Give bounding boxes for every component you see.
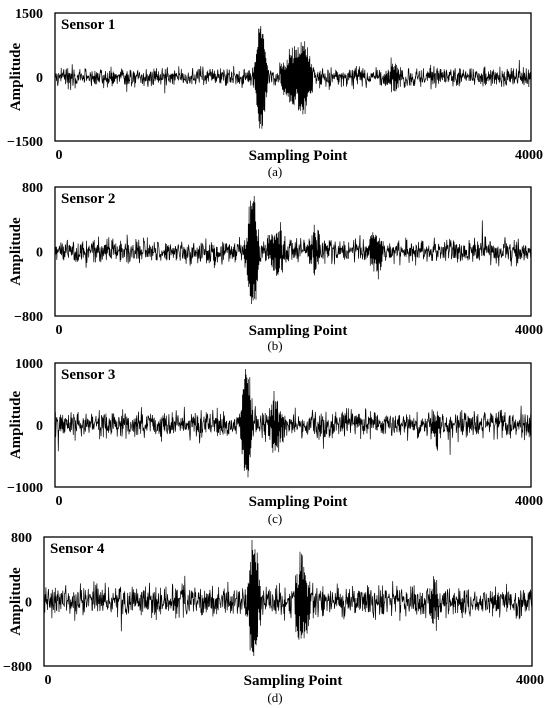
y-tick-label: −800 [3,660,32,675]
panel-caption: (d) [267,690,282,705]
panel-title: Sensor 3 [61,367,115,383]
y-tick-label: −1500 [7,135,43,150]
plot-frame [54,12,532,142]
x-tick-label: 0 [56,494,63,509]
panel-caption: (b) [267,338,282,353]
y-tick-label: 0 [36,246,43,261]
signal-series [43,539,533,657]
y-axis-label: Amplitude [8,390,24,459]
x-tick-label: 4000 [515,323,543,338]
plot-frame [54,186,532,317]
panel-caption: (a) [268,164,282,179]
panel-2: Sensor 2 800 0 −800 0 4000 Sampling Point Ampli… [8,181,543,353]
panel-title: Sensor 1 [61,17,115,33]
panel-title: Sensor 2 [61,191,115,207]
signal-series [54,195,532,305]
x-tick-label: 0 [45,673,52,688]
y-tick-label: −1000 [7,481,43,496]
y-tick-label: 1500 [15,7,43,22]
y-tick-label: 0 [36,419,43,434]
panel-4: Sensor 4 800 0 −800 0 4000 Sampling Point Ampli… [3,531,544,705]
y-axis-label: Amplitude [8,567,24,636]
y-tick-label: 800 [11,531,32,546]
y-tick-label: −800 [14,310,43,325]
x-tick-label: 4000 [515,148,543,163]
plot-frame [43,536,533,667]
panel-3: Sensor 3 1000 0 −1000 0 4000 Sampling Point Amp… [7,357,543,526]
y-tick-label: 0 [36,71,43,86]
x-axis-label: Sampling Point [249,494,348,510]
panel-caption: (c) [268,511,282,526]
x-tick-label: 4000 [515,494,543,509]
x-tick-label: 0 [56,148,63,163]
y-axis-label: Amplitude [8,217,24,286]
panel-title: Sensor 4 [50,541,105,557]
x-axis-label: Sampling Point [244,673,343,689]
y-tick-label: 0 [25,596,32,611]
y-tick-label: 800 [22,181,43,196]
x-axis-label: Sampling Point [249,323,348,339]
y-axis-label: Amplitude [8,42,24,111]
signal-series [54,368,532,478]
x-tick-label: 0 [56,323,63,338]
panel-1: Sensor 1 1500 0 −1500 0 4000 Sampling Point Amp… [7,7,543,179]
y-tick-label: 1000 [15,357,43,372]
signal-series [54,25,532,129]
x-tick-label: 4000 [516,673,544,688]
x-axis-label: Sampling Point [249,148,348,164]
plot-frame [54,362,532,488]
